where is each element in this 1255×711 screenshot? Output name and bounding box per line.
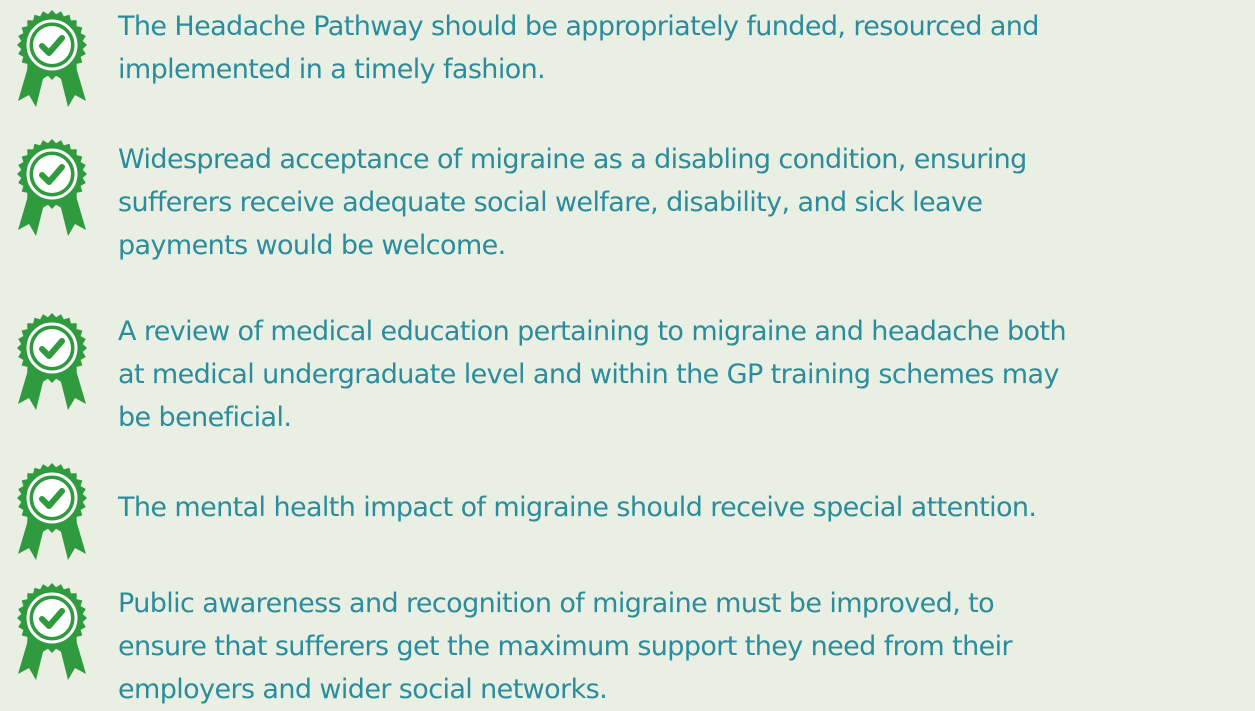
- ribbon: [18, 196, 44, 236]
- check-mark: [39, 35, 65, 56]
- inner-ring: [26, 148, 78, 200]
- ribbon: [60, 196, 86, 236]
- text-line: employers and wider social networks.: [118, 674, 608, 705]
- text-line: implemented in a timely fashion.: [118, 54, 546, 85]
- ribbon: [60, 520, 86, 560]
- text-line: A review of medical education pertaining…: [118, 316, 1067, 347]
- item-text: Widespread acceptance of migraine as a d…: [118, 138, 1027, 267]
- award-icon: [17, 139, 87, 236]
- award-icon: [17, 463, 87, 560]
- inner-ring: [26, 592, 78, 644]
- award-icon: [17, 583, 87, 680]
- ribbon: [18, 640, 44, 680]
- inner-ring: [26, 19, 78, 71]
- text-line: The Headache Pathway should be appropria…: [118, 11, 1039, 42]
- text-line: ensure that sufferers get the maximum su…: [118, 631, 1013, 662]
- ribbon: [18, 67, 44, 107]
- text-line: sufferers receive adequate social welfar…: [118, 187, 983, 218]
- item-text: Public awareness and recognition of migr…: [118, 582, 1013, 711]
- text-line: payments would be welcome.: [118, 230, 506, 261]
- text-line: at medical undergraduate level and withi…: [118, 359, 1059, 390]
- inner-ring: [26, 472, 78, 524]
- ribbon: [18, 520, 44, 560]
- check-mark: [39, 338, 65, 359]
- check-mark: [39, 608, 65, 629]
- item-text: A review of medical education pertaining…: [118, 310, 1067, 439]
- ribbon: [60, 67, 86, 107]
- ribbon: [60, 640, 86, 680]
- ribbon: [60, 370, 86, 410]
- check-mark: [39, 488, 65, 509]
- text-line: be beneficial.: [118, 402, 292, 433]
- check-mark: [39, 164, 65, 185]
- item-text: The mental health impact of migraine sho…: [118, 486, 1037, 529]
- item-text: The Headache Pathway should be appropria…: [118, 5, 1039, 91]
- text-line: Public awareness and recognition of migr…: [118, 588, 995, 619]
- text-line: The mental health impact of migraine sho…: [118, 492, 1037, 523]
- award-icon: [17, 313, 87, 410]
- ribbon: [18, 370, 44, 410]
- award-icon: [17, 10, 87, 107]
- text-line: Widespread acceptance of migraine as a d…: [118, 144, 1027, 175]
- inner-ring: [26, 322, 78, 374]
